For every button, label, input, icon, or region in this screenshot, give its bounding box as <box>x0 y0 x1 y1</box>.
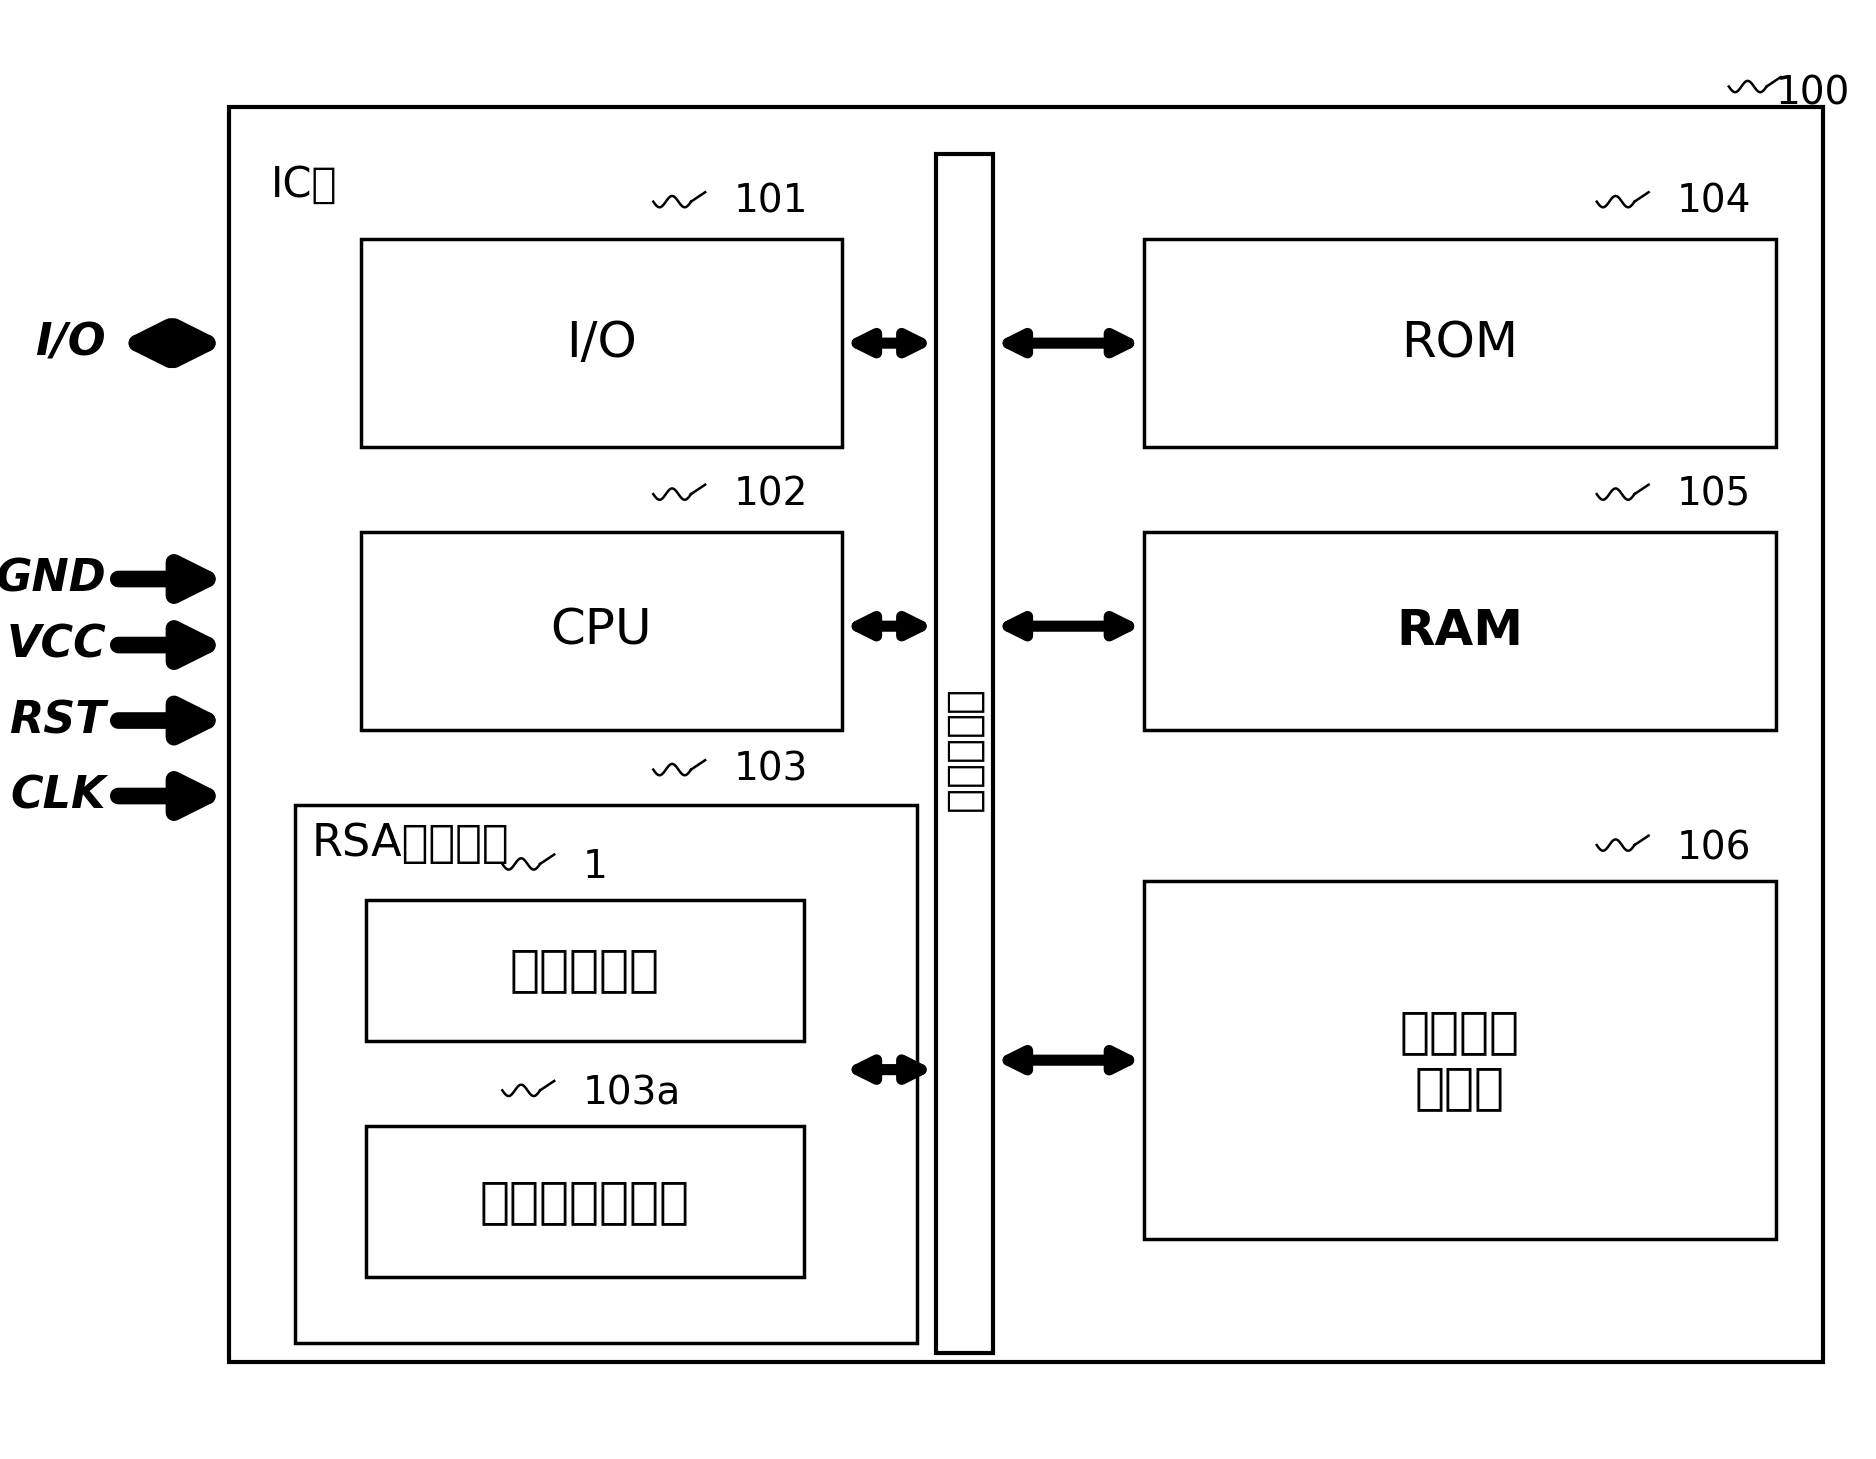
Text: I/O: I/O <box>36 321 107 365</box>
Bar <box>360 239 842 446</box>
Text: データバス: データバス <box>944 692 985 816</box>
Text: IC卡: IC卡 <box>272 163 338 206</box>
Text: CLK: CLK <box>11 775 107 817</box>
Bar <box>1144 239 1777 446</box>
Text: RAM: RAM <box>1396 607 1523 655</box>
Text: 100: 100 <box>1777 74 1850 112</box>
Text: I/O: I/O <box>567 320 636 368</box>
Text: 1: 1 <box>583 848 608 886</box>
Text: ROM: ROM <box>1401 320 1518 368</box>
Text: 101: 101 <box>734 182 809 220</box>
Bar <box>295 805 917 1344</box>
Text: RSA密码电路: RSA密码电路 <box>311 823 510 865</box>
Text: 103a: 103a <box>583 1074 681 1112</box>
Bar <box>360 533 842 730</box>
Bar <box>366 900 805 1042</box>
Text: VCC: VCC <box>6 623 107 667</box>
Text: 本发明电路: 本发明电路 <box>510 947 660 995</box>
Text: 103: 103 <box>734 751 809 789</box>
Text: RST: RST <box>9 699 107 743</box>
Text: 106: 106 <box>1677 829 1752 867</box>
Text: CPU: CPU <box>550 607 653 655</box>
Text: 102: 102 <box>734 476 809 514</box>
Bar <box>366 1126 805 1277</box>
Text: GND: GND <box>0 557 107 601</box>
Bar <box>1144 881 1777 1240</box>
Text: 循环计数器电路: 循环计数器电路 <box>480 1177 690 1226</box>
Text: 105: 105 <box>1677 476 1750 514</box>
Text: 104: 104 <box>1677 182 1752 220</box>
Bar <box>1144 533 1777 730</box>
Bar <box>936 155 992 1352</box>
Text: 非易失性
存储器: 非易失性 存储器 <box>1399 1008 1520 1112</box>
